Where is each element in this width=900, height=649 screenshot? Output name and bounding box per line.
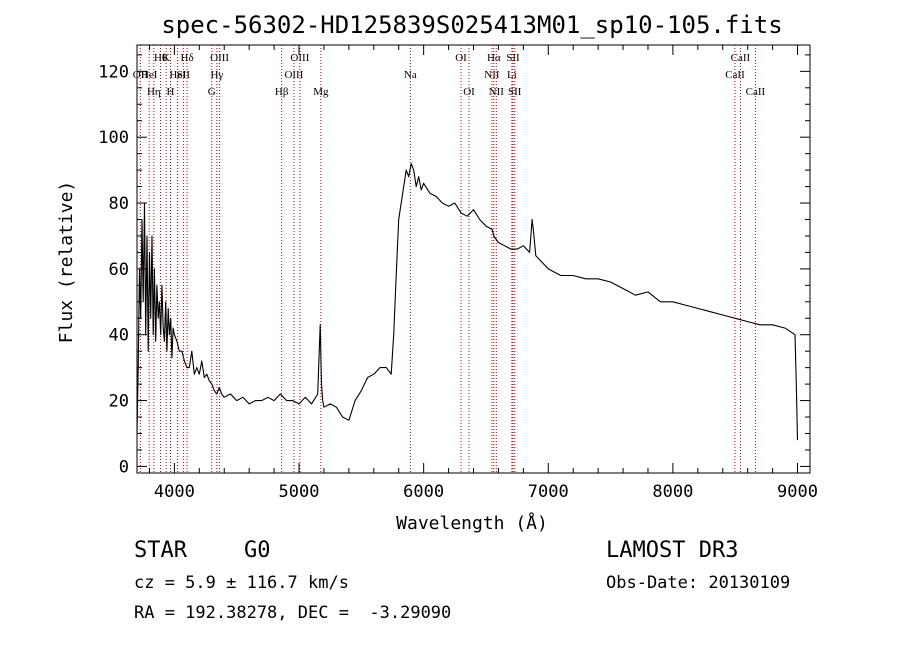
chart-title: spec-56302-HD125839S025413M01_sp10-105.f… [161, 11, 782, 39]
line-marker-label-11: OIII [210, 52, 229, 64]
line-marker-label-0: OII [133, 69, 149, 81]
plot-frame [136, 44, 811, 474]
x-tick-label-5000: 5000 [279, 482, 320, 502]
line-marker-label-23: SII [506, 52, 520, 64]
y-tick-label-40: 40 [109, 326, 129, 346]
line-marker-label-21: NII [489, 86, 505, 98]
line-marker-label-4: K [162, 52, 170, 64]
y-tick-label-60: 60 [109, 260, 129, 280]
line-marker-label-2: Hη [147, 86, 161, 98]
y-axis-label: Flux (relative) [56, 181, 77, 344]
x-tick-label-8000: 8000 [652, 482, 693, 502]
line-marker-label-6: HeI [169, 69, 186, 81]
x-axis-label: Wavelength (Å) [396, 512, 548, 534]
x-tick-label-6000: 6000 [403, 482, 444, 502]
line-marker-label-1: HeI [141, 69, 158, 81]
y-tick-label-0: 0 [119, 457, 129, 477]
line-marker-label-15: Mg [313, 86, 329, 98]
line-marker-label-26: CaII [731, 52, 751, 64]
redshift-label: cz = 5.9 ± 116.7 km/s [134, 573, 349, 593]
x-tick-label-4000: 4000 [154, 482, 195, 502]
line-marker-label-24: SII [508, 86, 522, 98]
y-tick-label-100: 100 [98, 128, 129, 148]
line-marker-label-20: Hα [487, 52, 501, 64]
obs-date-label: Obs-Date: 20130109 [606, 573, 791, 593]
line-marker-label-19: NII [484, 69, 500, 81]
line-marker-label-25: CaII [725, 69, 745, 81]
line-marker-label-27: CaII [746, 86, 766, 98]
y-tick-label-80: 80 [109, 194, 129, 214]
line-marker-label-3: Hθ [154, 52, 167, 64]
line-marker-label-17: OI [455, 52, 467, 64]
survey-label: LAMOST DR3 [606, 538, 739, 563]
coordinates-label: RA = 192.38278, DEC = -3.29090 [134, 603, 452, 623]
line-marker-label-13: OIII [284, 69, 303, 81]
object-subclass-label: G0 [244, 538, 271, 563]
y-tick-label-20: 20 [109, 392, 129, 412]
y-tick-label-120: 120 [98, 62, 129, 82]
plot-area: OIIHeIHηHθKHHeISIIHδGHγOIIIHβOIIIOIIIMgN… [98, 44, 818, 502]
line-marker-label-9: G [208, 86, 216, 98]
object-class-label: STAR [134, 538, 187, 563]
line-marker-label-18: OI [463, 86, 475, 98]
line-marker-label-8: Hδ [181, 52, 194, 64]
x-tick-label-7000: 7000 [528, 482, 569, 502]
line-marker-label-5: H [167, 86, 175, 98]
line-marker-label-14: OIII [290, 52, 309, 64]
spectrum-series-line [136, 162, 799, 441]
line-marker-label-22: Li [507, 69, 517, 81]
line-marker-label-10: Hγ [210, 69, 223, 81]
line-marker-label-16: Na [404, 69, 417, 81]
line-marker-label-7: SII [177, 69, 191, 81]
x-tick-label-9000: 9000 [777, 482, 818, 502]
line-marker-label-12: Hβ [275, 86, 289, 98]
